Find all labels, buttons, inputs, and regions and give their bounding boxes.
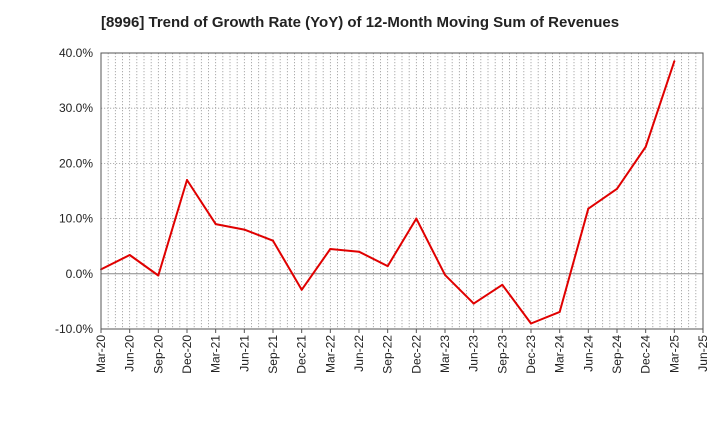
data-point bbox=[501, 283, 504, 286]
x-tick-label: Jun-21 bbox=[237, 335, 251, 372]
data-point bbox=[530, 322, 532, 325]
y-tick-label: 20.0% bbox=[59, 156, 93, 170]
x-tick-label: Mar-25 bbox=[667, 335, 681, 373]
y-tick-label: 0.0% bbox=[66, 267, 94, 281]
data-point bbox=[673, 60, 676, 63]
y-tick-label: 30.0% bbox=[59, 101, 93, 115]
data-point bbox=[616, 187, 618, 190]
x-tick-label: Jun-22 bbox=[352, 335, 366, 372]
data-point bbox=[300, 288, 303, 291]
data-point bbox=[186, 178, 188, 181]
x-tick-label: Mar-22 bbox=[323, 335, 337, 373]
data-point bbox=[214, 223, 217, 226]
data-point bbox=[472, 302, 475, 305]
data-point bbox=[329, 247, 332, 250]
data-point bbox=[644, 145, 647, 148]
data-point bbox=[415, 217, 418, 220]
x-tick-label: Mar-20 bbox=[94, 335, 108, 373]
x-tick-label: Dec-22 bbox=[409, 335, 423, 374]
chart-title: [8996] Trend of Growth Rate (YoY) of 12-… bbox=[100, 14, 620, 31]
x-tick-label: Sep-23 bbox=[495, 335, 509, 374]
x-tick-label: Jun-20 bbox=[123, 335, 137, 372]
data-point bbox=[272, 239, 274, 242]
y-tick-label: -10.0% bbox=[55, 322, 93, 336]
x-tick-label: Sep-24 bbox=[610, 335, 624, 374]
x-tick-label: Dec-23 bbox=[524, 335, 538, 374]
data-point bbox=[587, 207, 590, 210]
y-tick-label: 10.0% bbox=[59, 212, 93, 226]
data-point bbox=[243, 228, 246, 231]
x-tick-label: Sep-20 bbox=[151, 335, 165, 374]
x-tick-label: Jun-24 bbox=[581, 335, 595, 372]
x-tick-label: Dec-21 bbox=[295, 335, 309, 374]
x-tick-label: Jun-23 bbox=[467, 335, 481, 372]
x-tick-label: Jun-25 bbox=[696, 335, 710, 372]
y-tick-label: 40.0% bbox=[59, 46, 93, 60]
x-tick-label: Dec-20 bbox=[180, 335, 194, 374]
data-point bbox=[444, 273, 446, 276]
x-tick-label: Sep-22 bbox=[381, 335, 395, 374]
data-point bbox=[558, 310, 561, 313]
x-tick-label: Dec-24 bbox=[639, 335, 653, 374]
x-tick-label: Mar-23 bbox=[438, 335, 452, 373]
x-tick-label: Mar-21 bbox=[209, 335, 223, 373]
data-point bbox=[358, 250, 360, 253]
data-point bbox=[157, 274, 160, 277]
x-tick-label: Mar-24 bbox=[553, 335, 567, 373]
plot-border bbox=[100, 52, 704, 330]
data-point bbox=[128, 254, 131, 257]
data-point bbox=[386, 265, 389, 268]
x-tick-label: Sep-21 bbox=[266, 335, 280, 374]
